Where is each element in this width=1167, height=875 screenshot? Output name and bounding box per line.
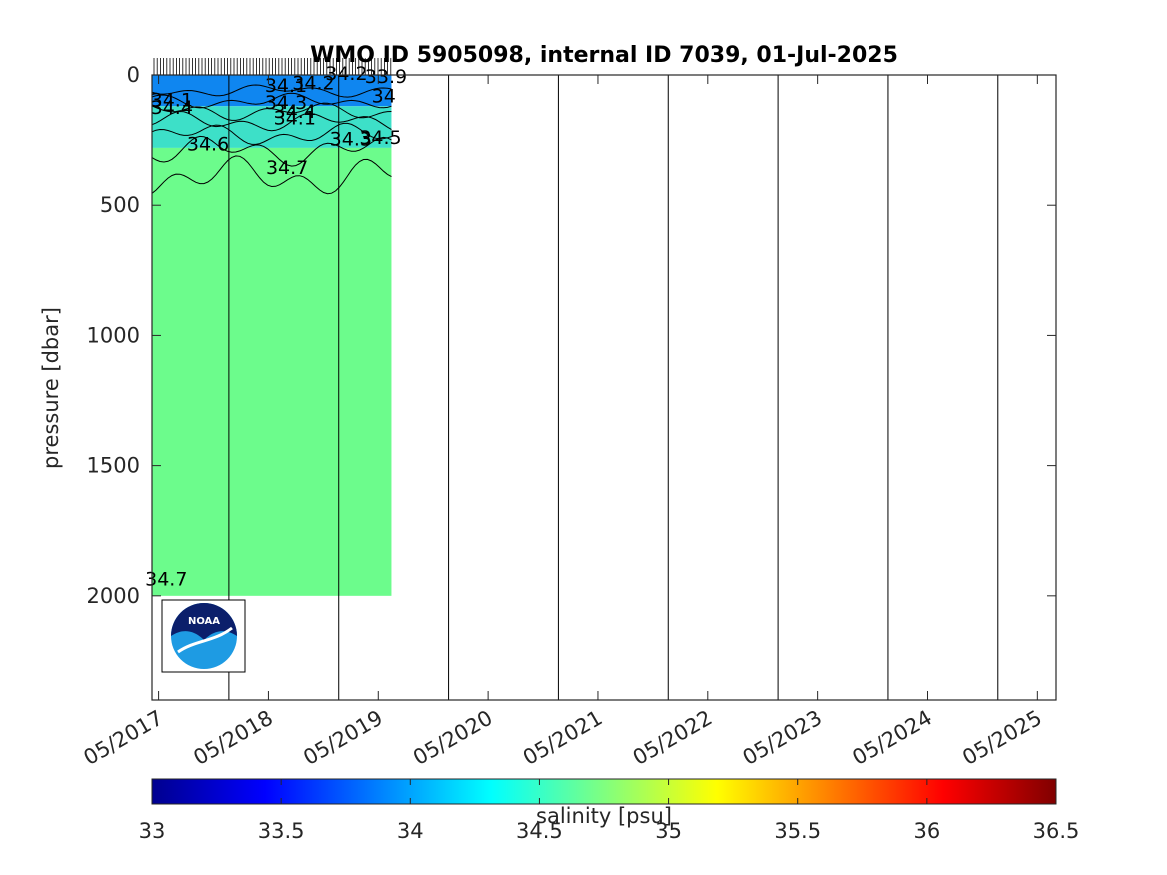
contour-labels: 34.134.434.634.134.234.233.93434.334.434… <box>145 63 407 590</box>
contour-line-6 <box>152 155 392 195</box>
contour-label-10: 34.1 <box>274 107 316 129</box>
salinity-contours <box>152 84 392 195</box>
noaa-logo: NOAA <box>161 599 246 673</box>
contour-label-1: 34.4 <box>151 97 193 119</box>
y-tick-label-0: 0 <box>127 63 140 87</box>
contour-label-9: 34.4 <box>274 101 316 123</box>
colorbar <box>151 778 1057 805</box>
x-tick-label-6: 05/2023 <box>739 706 827 770</box>
contour-label-5: 34.2 <box>325 63 367 85</box>
plot-frame <box>151 74 1057 701</box>
contour-label-13: 34.7 <box>266 157 308 179</box>
contour-line-4 <box>152 122 392 145</box>
salinity-field <box>152 75 392 596</box>
colorbar-ticks: 33 33.5 34 34.5 35 35.5 36 36.5 <box>139 779 1080 843</box>
y-axis: 0 500 1000 1500 2000 <box>87 63 1056 608</box>
contour-label-0: 34.1 <box>151 89 193 111</box>
y-tick-label-3: 1500 <box>87 454 140 478</box>
x-tick-label-7: 05/2024 <box>848 706 936 770</box>
year-separator-lines <box>228 75 999 700</box>
contour-label-8: 34.3 <box>265 92 307 114</box>
contour-line-1 <box>152 92 392 109</box>
x-tick-label-5: 05/2022 <box>629 706 717 770</box>
contour-line-3 <box>152 110 392 132</box>
contour-label-11: 34.3 <box>330 128 372 150</box>
colorbar-tick-label-2: 34 <box>397 819 424 843</box>
contour-label-3: 34.1 <box>265 75 307 97</box>
x-tick-label-3: 05/2020 <box>409 706 497 770</box>
y-tick-label-4: 2000 <box>87 584 140 608</box>
x-tick-label-2: 05/2019 <box>299 706 387 770</box>
salinity-layer-2 <box>152 147 392 596</box>
colorbar-tick-label-1: 33.5 <box>258 819 305 843</box>
y-tick-label-2: 1000 <box>87 323 140 347</box>
svg-text:NOAA: NOAA <box>188 616 220 627</box>
x-tick-label-0: 05/2017 <box>80 706 168 770</box>
x-tick-label-4: 05/2021 <box>519 706 607 770</box>
colorbar-tick-label-5: 35.5 <box>774 819 821 843</box>
contour-line-2 <box>152 102 392 121</box>
x-tick-label-1: 05/2018 <box>189 706 277 770</box>
colorbar-tick-label-0: 33 <box>139 819 166 843</box>
contour-label-4: 34.2 <box>292 72 334 94</box>
contour-label-12: 34.5 <box>359 127 401 149</box>
colorbar-label: salinity [psu] <box>536 804 672 828</box>
contour-line-5 <box>152 135 392 167</box>
y-tick-label-1: 500 <box>100 193 140 217</box>
x-tick-label-8: 05/2025 <box>958 706 1046 770</box>
colorbar-tick-label-6: 36 <box>913 819 940 843</box>
salinity-layer-1 <box>152 106 392 148</box>
colorbar-tick-label-3: 34.5 <box>516 819 563 843</box>
y-axis-label: pressure [dbar] <box>39 307 63 469</box>
contour-label-14: 34.7 <box>145 568 187 590</box>
contour-line-0 <box>152 84 392 98</box>
contour-label-2: 34.6 <box>187 134 229 156</box>
colorbar-tick-label-7: 36.5 <box>1033 819 1080 843</box>
contour-label-6: 33.9 <box>365 66 407 88</box>
contour-label-7: 34 <box>372 85 396 107</box>
chart-title: WMO ID 5905098, internal ID 7039, 01-Jul… <box>310 43 898 68</box>
colorbar-tick-label-4: 35 <box>655 819 682 843</box>
profile-tick-marks <box>153 58 392 75</box>
